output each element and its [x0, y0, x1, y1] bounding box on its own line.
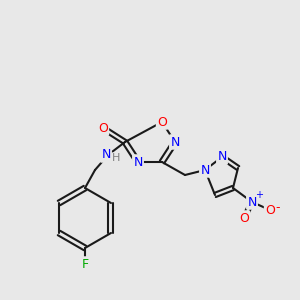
- Text: O: O: [265, 203, 275, 217]
- Text: O: O: [239, 212, 249, 224]
- Text: H: H: [112, 153, 120, 163]
- Text: N: N: [170, 136, 180, 148]
- Text: -: -: [276, 202, 280, 214]
- Text: N: N: [200, 164, 210, 176]
- Text: N: N: [217, 151, 227, 164]
- Text: +: +: [255, 190, 263, 200]
- Text: O: O: [157, 116, 167, 128]
- Text: N: N: [101, 148, 111, 161]
- Text: F: F: [81, 257, 88, 271]
- Text: N: N: [133, 155, 143, 169]
- Text: O: O: [98, 122, 108, 134]
- Text: N: N: [247, 196, 257, 208]
